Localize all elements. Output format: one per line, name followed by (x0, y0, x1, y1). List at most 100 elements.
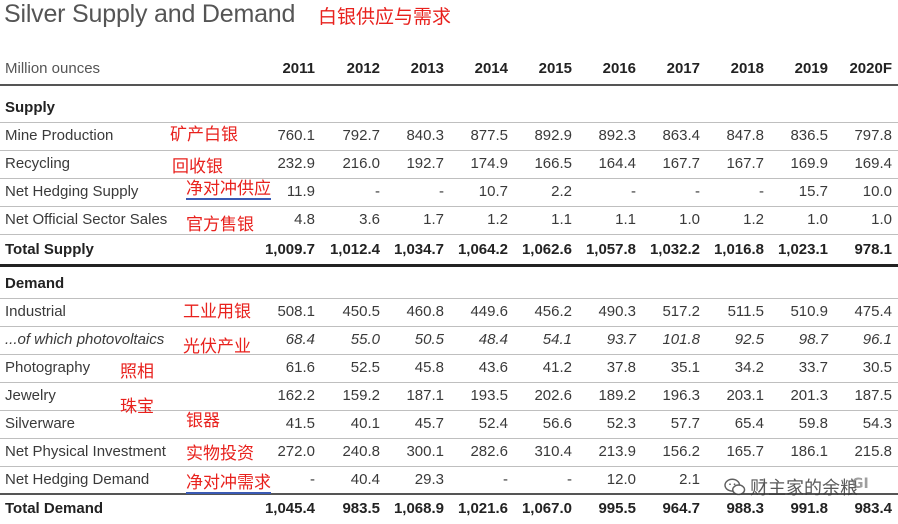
value-cell: 1,057.8 (585, 241, 636, 258)
cn-annotation: 矿产白银 (170, 125, 238, 145)
total-demand-rule (0, 493, 898, 495)
value-cell: 1,045.4 (264, 500, 315, 517)
row-divider (0, 410, 898, 411)
cn-annotation: 净对冲需求 (186, 473, 271, 494)
value-cell: 983.4 (854, 500, 892, 517)
value-cell: 456.2 (534, 303, 572, 320)
value-cell: - (310, 471, 315, 488)
year-header: 2018 (730, 60, 764, 77)
supply-row: Recycling 232.9 216.0 192.7 174.9 166.5 164.4 1… (0, 150, 898, 178)
value-cell: 174.9 (470, 155, 508, 172)
value-cell: 40.1 (350, 415, 380, 432)
value-cell: 202.6 (534, 387, 572, 404)
row-divider (0, 298, 898, 299)
value-cell: 57.7 (670, 415, 700, 432)
total-supply-row-label: Total Supply (5, 241, 94, 258)
value-cell: 877.5 (470, 127, 508, 144)
row-divider (0, 438, 898, 439)
value-cell: 1,062.6 (521, 241, 572, 258)
value-cell: 1,064.2 (457, 241, 508, 258)
value-cell: 863.4 (662, 127, 700, 144)
watermark: 财主家的余粮 (724, 470, 858, 504)
value-cell: 165.7 (726, 443, 764, 460)
value-cell: 169.4 (854, 155, 892, 172)
demand-row: Net Hedging Demand - 40.4 29.3 - - 12.0 2.1 - (0, 466, 898, 494)
value-cell: 460.8 (406, 303, 444, 320)
value-cell: 193.5 (470, 387, 508, 404)
cn-annotation: 净对冲供应 (186, 179, 271, 200)
total-demand-row-label: Total Demand (5, 500, 104, 517)
supply-row-label: Net Official Sector Sales (5, 211, 168, 228)
supply-row: Net Hedging Supply 11.9 - - 10.7 2.2 - - - 15.7 10… (0, 178, 898, 206)
value-cell: 156.2 (662, 443, 700, 460)
year-header: 2011 (282, 60, 315, 77)
value-cell: 93.7 (606, 331, 636, 348)
value-cell: 186.1 (790, 443, 828, 460)
cn-annotation: 珠宝 (120, 397, 154, 417)
demand-row: Photography 61.6 52.5 45.8 43.6 41.2 37.8 35.1 3… (0, 354, 898, 382)
cn-annotation: 回收银 (172, 157, 223, 177)
value-cell: 101.8 (662, 331, 700, 348)
supply-section-header-label: Supply (5, 99, 56, 116)
value-cell: 1.2 (487, 211, 508, 228)
demand-section-header: Demand (0, 270, 898, 298)
row-divider (0, 326, 898, 327)
total-supply-row: Total Supply 1,009.7 1,012.4 1,034.7 1,064.2… (0, 236, 898, 264)
value-cell: 61.6 (285, 359, 315, 376)
value-cell: 68.4 (285, 331, 315, 348)
value-cell: 52.4 (478, 415, 508, 432)
wechat-icon (724, 478, 746, 496)
demand-row-label: Photography (5, 359, 91, 376)
value-cell: 3.6 (359, 211, 380, 228)
value-cell: 1,068.9 (393, 500, 444, 517)
value-cell: 1,021.6 (457, 500, 508, 517)
value-cell: 310.4 (534, 443, 572, 460)
watermark-text: 财主家的余粮 (750, 478, 858, 499)
demand-row: Industrial 508.1 450.5 460.8 449.6 456.2 490.3… (0, 298, 898, 326)
value-cell: 40.4 (350, 471, 380, 488)
value-cell: 240.8 (342, 443, 380, 460)
value-cell: 1.0 (679, 211, 700, 228)
row-divider (0, 178, 898, 179)
value-cell: 166.5 (534, 155, 572, 172)
supply-row: Mine Production 760.1 792.7 840.3 877.5 892.9… (0, 122, 898, 150)
value-cell: 988.3 (726, 500, 764, 517)
demand-row-label: Industrial (5, 303, 66, 320)
row-divider (0, 382, 898, 383)
value-cell: 11.9 (286, 183, 315, 200)
supply-row-label: Net Hedging Supply (5, 183, 139, 200)
value-cell: 187.5 (854, 387, 892, 404)
value-cell: 792.7 (342, 127, 380, 144)
value-cell: 167.7 (726, 155, 764, 172)
value-cell: 162.2 (277, 387, 315, 404)
value-cell: 54.3 (862, 415, 892, 432)
value-cell: 169.9 (790, 155, 828, 172)
value-cell: 475.4 (854, 303, 892, 320)
value-cell: 1.7 (423, 211, 444, 228)
value-cell: 978.1 (854, 241, 892, 258)
value-cell: 1,067.0 (521, 500, 572, 517)
cn-annotation: 银器 (186, 411, 220, 431)
value-cell: 41.2 (542, 359, 572, 376)
value-cell: 1,009.7 (264, 241, 315, 258)
value-cell: 33.7 (798, 359, 828, 376)
value-cell: 215.8 (854, 443, 892, 460)
value-cell: 232.9 (277, 155, 315, 172)
total-demand-row: Total Demand 1,045.4 983.5 1,068.9 1,021.6 1,… (0, 495, 898, 523)
year-header: 2014 (474, 60, 508, 77)
value-cell: 59.8 (798, 415, 828, 432)
value-cell: 201.3 (790, 387, 828, 404)
supply-row-label: Recycling (5, 155, 71, 172)
row-divider (0, 206, 898, 207)
demand-row-label: Net Physical Investment (5, 443, 166, 460)
value-cell: 272.0 (277, 443, 315, 460)
year-header: 2015 (538, 60, 572, 77)
row-divider (0, 354, 898, 355)
value-cell: 15.7 (798, 183, 828, 200)
value-cell: 300.1 (406, 443, 444, 460)
value-cell: 164.4 (598, 155, 636, 172)
value-cell: 449.6 (470, 303, 508, 320)
value-cell: 45.8 (414, 359, 444, 376)
value-cell: 983.5 (342, 500, 380, 517)
value-cell: 187.1 (406, 387, 444, 404)
